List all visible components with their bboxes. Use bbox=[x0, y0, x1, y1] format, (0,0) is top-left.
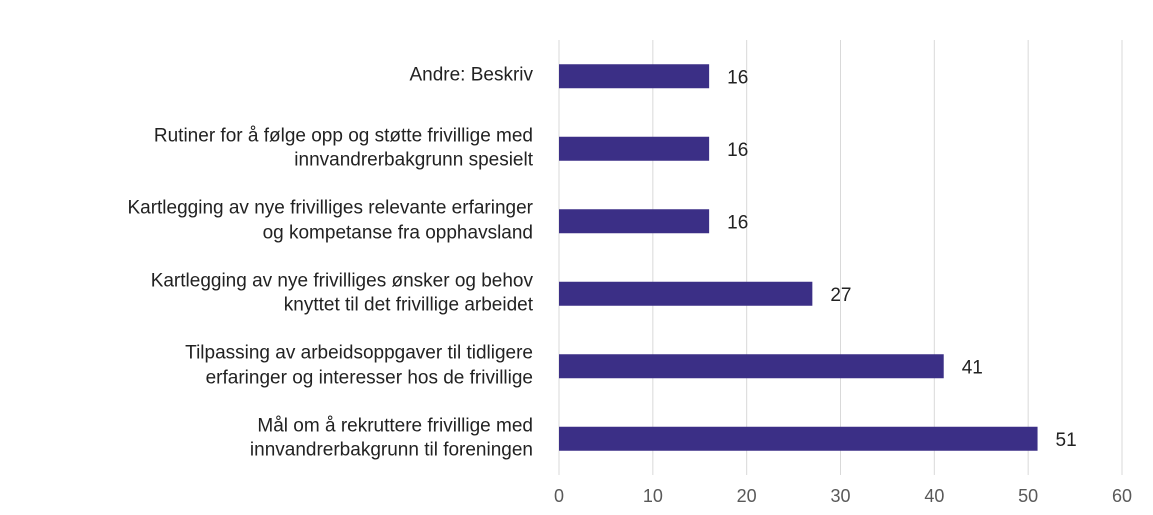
data-label: 16 bbox=[727, 140, 748, 161]
bar bbox=[559, 64, 710, 89]
x-tick-label: 20 bbox=[737, 486, 757, 506]
x-tick-label: 60 bbox=[1112, 486, 1132, 506]
y-tick-label: Andre: Beskriv bbox=[409, 64, 533, 86]
x-tick-label: 0 bbox=[554, 486, 564, 506]
data-label: 16 bbox=[727, 212, 748, 233]
data-label: 41 bbox=[962, 357, 983, 378]
data-label: 51 bbox=[1056, 430, 1077, 451]
bar bbox=[559, 281, 813, 306]
y-tick-label: Tilpassing av arbeidsoppgaver til tidlig… bbox=[185, 342, 533, 389]
y-tick-label: Mål om å rekruttere frivillige med innva… bbox=[249, 415, 533, 461]
bar bbox=[559, 426, 1038, 451]
bar bbox=[559, 354, 944, 379]
bar bbox=[559, 209, 710, 234]
data-label: 16 bbox=[727, 67, 748, 88]
y-tick-label: Kartlegging av nye frivilliges ønsker og… bbox=[150, 270, 533, 316]
data-label: 27 bbox=[830, 285, 851, 306]
x-tick-label: 10 bbox=[643, 486, 663, 506]
bar bbox=[559, 136, 710, 161]
y-tick-label: Rutiner for å følge opp og støtte frivil… bbox=[153, 125, 533, 171]
x-tick-label: 40 bbox=[924, 486, 944, 506]
x-tick-label: 30 bbox=[830, 486, 850, 506]
y-tick-label: Kartlegging av nye frivilliges relevante… bbox=[127, 197, 533, 244]
x-tick-label: 50 bbox=[1018, 486, 1038, 506]
